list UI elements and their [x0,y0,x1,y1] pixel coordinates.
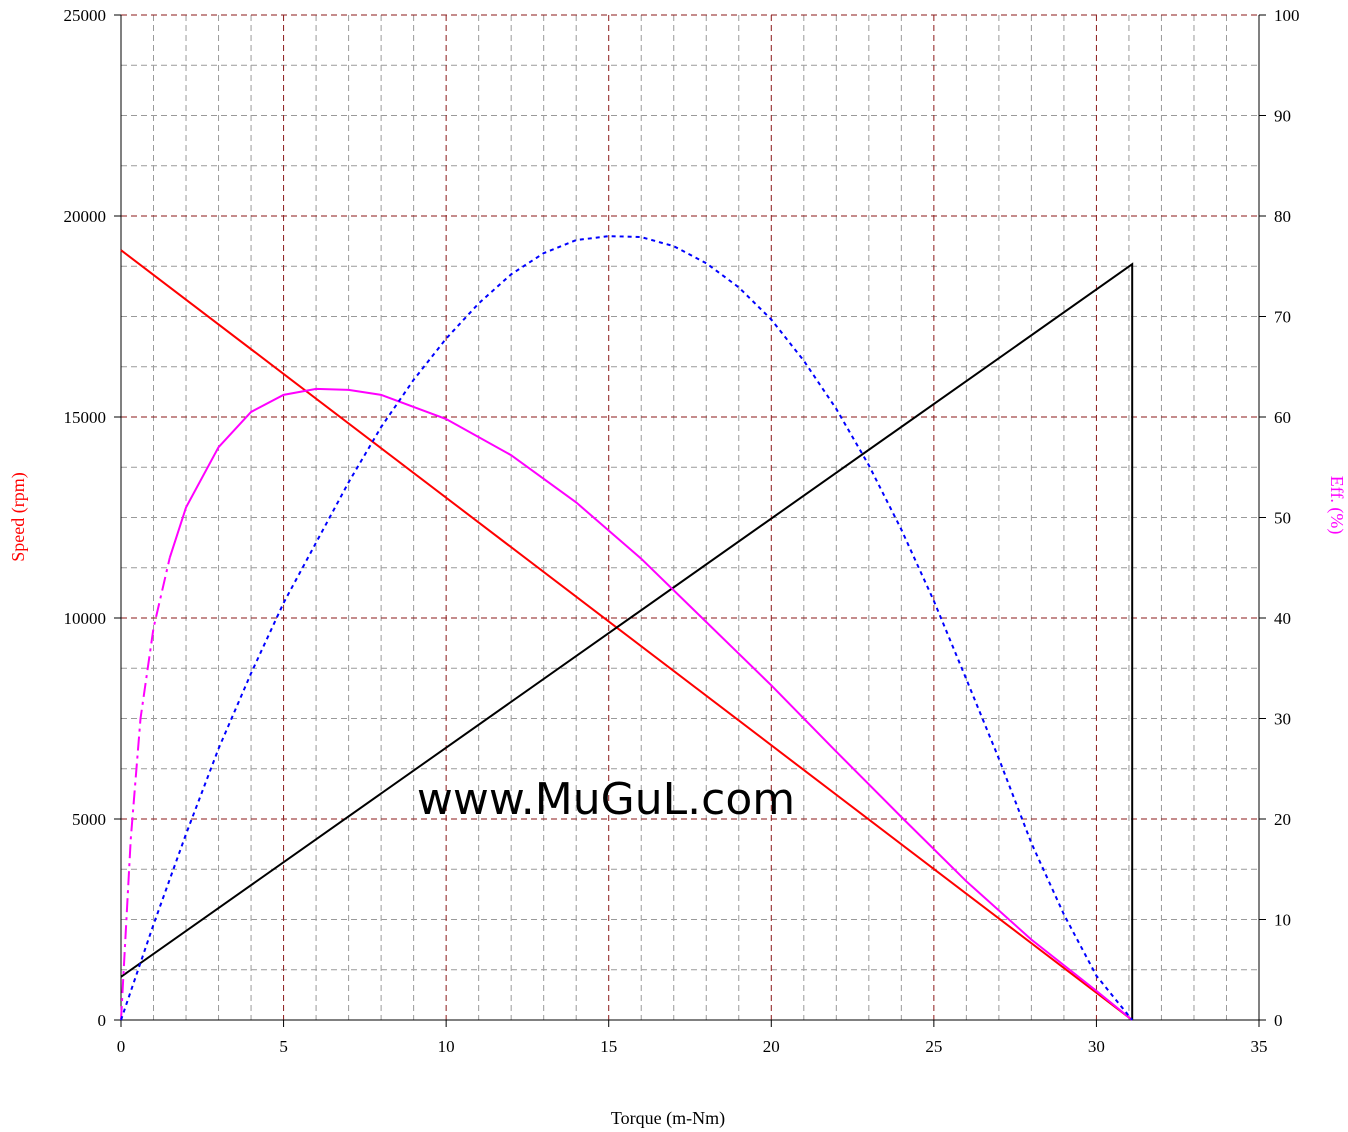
y-right-tick-label: 90 [1274,107,1291,126]
y-right-tick-label: 80 [1274,207,1291,226]
series-line-3-start [120,557,171,1021]
y-right-axis-title: Eff. (%) [1326,476,1347,535]
y-left-tick-label: 0 [98,1011,107,1030]
minor-grid [121,15,1259,1020]
y-right-tick-label: 50 [1274,509,1291,528]
series-line-3 [168,387,1133,1021]
x-tick-label: 10 [438,1037,455,1056]
y-right-tick-label: 60 [1274,408,1291,427]
y-left-axis-title: Speed (rpm) [8,472,29,561]
y-right-tick-label: 70 [1274,308,1291,327]
x-tick-label: 20 [763,1037,780,1056]
y-left-tick-label: 20000 [64,207,107,226]
x-tick-label: 15 [600,1037,617,1056]
y-right-tick-label: 100 [1274,6,1300,25]
y-left-tick-label: 10000 [64,609,107,628]
x-tick-label: 5 [279,1037,288,1056]
y-right-tick-label: 0 [1274,1011,1283,1030]
y-left-tick-label: 5000 [72,810,106,829]
y-right-tick-label: 30 [1274,710,1291,729]
series-line-2 [120,262,1134,1020]
y-right-tick-label: 20 [1274,810,1291,829]
x-tick-label: 25 [925,1037,942,1056]
data-series [120,235,1134,1021]
x-tick-label: 30 [1088,1037,1105,1056]
y-right-tick-label: 40 [1274,609,1291,628]
tick-labels: 0 5 10 15 20 25 30 35 0 5000 10000 15000 20000 25000 0… [64,6,1300,1056]
series-line-4 [120,235,1133,1021]
axes [114,14,1266,1027]
y-right-tick-label: 10 [1274,911,1291,930]
x-tick-label: 35 [1251,1037,1268,1056]
y-left-tick-label: 25000 [64,6,107,25]
series-line-1 [120,249,1133,1021]
watermark: www.MuGuL.com [417,774,795,825]
x-axis-title: Torque (m-Nm) [611,1108,725,1129]
x-tick-label: 0 [117,1037,126,1056]
y-left-tick-label: 15000 [64,408,107,427]
